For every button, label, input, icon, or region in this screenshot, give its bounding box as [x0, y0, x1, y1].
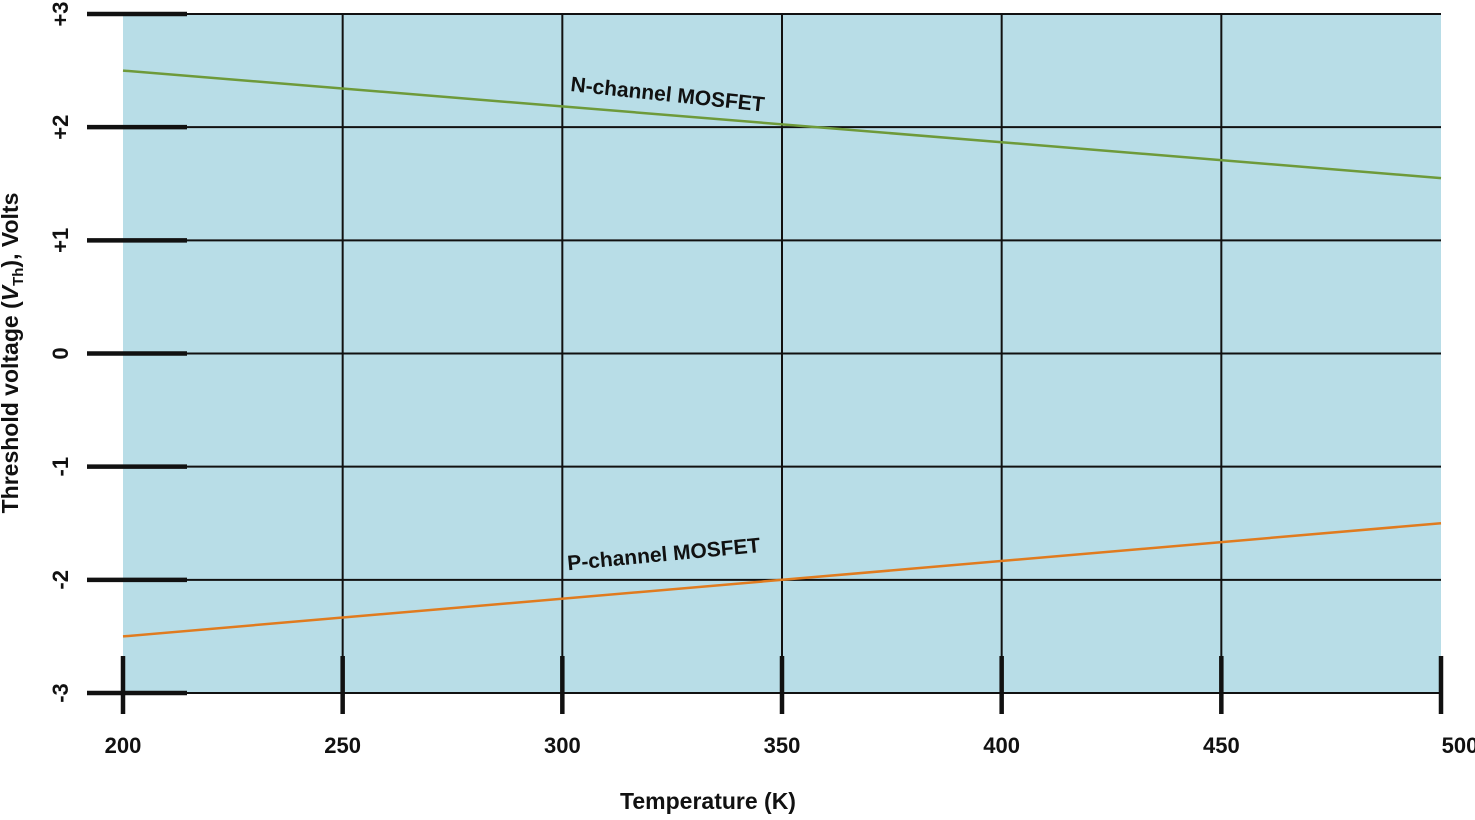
y-axis-label-prefix: Threshold voltage (: [0, 301, 23, 513]
y-tick-label: -1: [48, 457, 73, 477]
y-axis-label-symbol: V: [0, 284, 23, 301]
x-tick-label: 400: [983, 733, 1020, 758]
series-line: [122, 69, 1442, 180]
x-tick-label: 350: [764, 733, 801, 758]
x-tick-label: 250: [324, 733, 361, 758]
y-axis-label-subscript: Th: [10, 268, 27, 286]
y-axis-label-suffix: ), Volts: [0, 193, 23, 268]
x-tick-label: 450: [1203, 733, 1240, 758]
y-tick-label: +1: [48, 228, 73, 253]
y-tick-label: 0: [48, 347, 73, 359]
y-tick-label: +2: [48, 115, 73, 140]
axis-ticks: [87, 11, 1444, 714]
x-tick-label: 300: [544, 733, 581, 758]
series-lines: [122, 69, 1442, 638]
y-tick-label: -3: [48, 683, 73, 703]
series-line: [122, 522, 1442, 638]
x-tick-label: 200: [105, 733, 142, 758]
y-tick-label: -2: [48, 570, 73, 590]
y-tick-label: +3: [48, 1, 73, 26]
y-axis-label: Threshold voltage (VTh), Volts: [0, 193, 27, 514]
x-axis-label: Temperature (K): [620, 788, 796, 814]
x-tick-label: 500 K: [1442, 733, 1475, 758]
